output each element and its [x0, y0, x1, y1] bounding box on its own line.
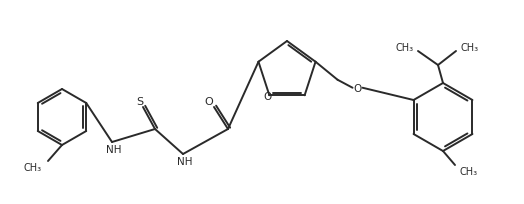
Text: S: S	[136, 96, 144, 106]
Text: CH₃: CH₃	[459, 166, 477, 176]
Text: O: O	[353, 83, 362, 93]
Text: CH₃: CH₃	[396, 43, 414, 53]
Text: O: O	[205, 96, 213, 106]
Text: NH: NH	[177, 156, 193, 166]
Text: NH: NH	[106, 144, 122, 154]
Text: CH₃: CH₃	[460, 43, 478, 53]
Text: O: O	[263, 92, 271, 102]
Text: CH₃: CH₃	[24, 162, 42, 172]
